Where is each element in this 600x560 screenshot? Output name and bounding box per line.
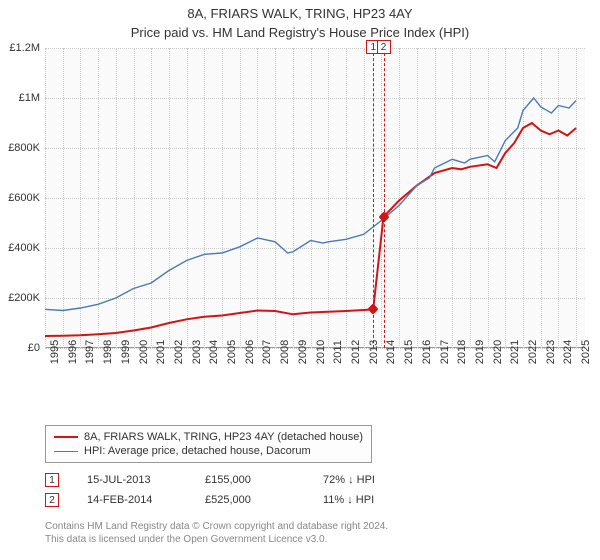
xtick-label: 2013 (368, 340, 380, 364)
xtick-label: 2005 (226, 340, 238, 364)
event-table-row: 2 14-FEB-2014 £525,000 11% ↓ HPI (45, 490, 413, 510)
legend: 8A, FRIARS WALK, TRING, HP23 4AY (detach… (45, 425, 372, 463)
xtick-label: 2016 (421, 340, 433, 364)
xtick-label: 2020 (492, 340, 504, 364)
line-svg (45, 48, 585, 348)
xtick-label: 2014 (385, 340, 397, 364)
event-num-box: 2 (45, 493, 59, 507)
plot-region: 12 (45, 48, 585, 348)
xtick-label: 2015 (403, 340, 415, 364)
xtick-label: 2009 (297, 340, 309, 364)
xtick-label: 1995 (49, 340, 61, 364)
series-hpi (45, 98, 576, 311)
footer-line2: This data is licensed under the Open Gov… (45, 533, 388, 546)
xtick-label: 2006 (244, 340, 256, 364)
event-price: £525,000 (205, 494, 295, 506)
event-price: £155,000 (205, 474, 295, 486)
event-table-row: 1 15-JUL-2013 £155,000 72% ↓ HPI (45, 470, 413, 490)
xtick-label: 2018 (456, 340, 468, 364)
xtick-label: 2010 (315, 340, 327, 364)
xtick-label: 2011 (332, 340, 344, 364)
xtick-label: 1996 (67, 340, 79, 364)
event-num-box: 1 (45, 473, 59, 487)
chart-area: 12 £0£200K£400K£600K£800K£1M£1.2M 199519… (45, 48, 585, 378)
xtick-label: 2004 (208, 340, 220, 364)
legend-swatch (54, 451, 78, 452)
xtick-label: 1998 (102, 340, 114, 364)
xtick-label: 2002 (173, 340, 185, 364)
ytick-label: £600K (8, 192, 40, 204)
ytick-label: £0 (28, 342, 40, 354)
legend-row: 8A, FRIARS WALK, TRING, HP23 4AY (detach… (54, 430, 363, 444)
xtick-label: 1999 (120, 340, 132, 364)
xtick-label: 2025 (580, 340, 592, 364)
ytick-label: £800K (8, 142, 40, 154)
legend-row: HPI: Average price, detached house, Daco… (54, 444, 363, 458)
event-delta: 72% ↓ HPI (323, 474, 413, 486)
xtick-label: 2021 (509, 340, 521, 364)
footer: Contains HM Land Registry data © Crown c… (45, 520, 388, 546)
legend-label: HPI: Average price, detached house, Daco… (84, 445, 311, 457)
chart-subtitle: Price paid vs. HM Land Registry's House … (0, 21, 600, 46)
xtick-label: 2019 (474, 340, 486, 364)
ytick-label: £400K (8, 242, 40, 254)
ytick-label: £1M (19, 92, 40, 104)
xtick-label: 2000 (138, 340, 150, 364)
xtick-label: 2022 (527, 340, 539, 364)
event-delta: 11% ↓ HPI (323, 494, 413, 506)
event-date: 14-FEB-2014 (87, 494, 177, 506)
ytick-label: £1.2M (9, 42, 40, 54)
xtick-label: 2001 (155, 340, 167, 364)
xtick-label: 2024 (562, 340, 574, 364)
legend-label: 8A, FRIARS WALK, TRING, HP23 4AY (detach… (84, 431, 363, 443)
series-property (45, 123, 576, 336)
xtick-label: 2023 (545, 340, 557, 364)
xtick-label: 2007 (261, 340, 273, 364)
xtick-label: 2003 (191, 340, 203, 364)
xtick-label: 2008 (279, 340, 291, 364)
legend-swatch (54, 436, 78, 438)
xtick-label: 1997 (84, 340, 96, 364)
events-table: 1 15-JUL-2013 £155,000 72% ↓ HPI 2 14-FEB-201… (45, 470, 413, 510)
event-line (384, 48, 385, 348)
event-date: 15-JUL-2013 (87, 474, 177, 486)
chart-title: 8A, FRIARS WALK, TRING, HP23 4AY (0, 0, 600, 21)
event-number-box: 2 (377, 40, 391, 54)
xtick-label: 2012 (350, 340, 362, 364)
xtick-label: 2017 (439, 340, 451, 364)
ytick-label: £200K (8, 292, 40, 304)
footer-line1: Contains HM Land Registry data © Crown c… (45, 520, 388, 533)
chart-container: 8A, FRIARS WALK, TRING, HP23 4AY Price p… (0, 0, 600, 560)
